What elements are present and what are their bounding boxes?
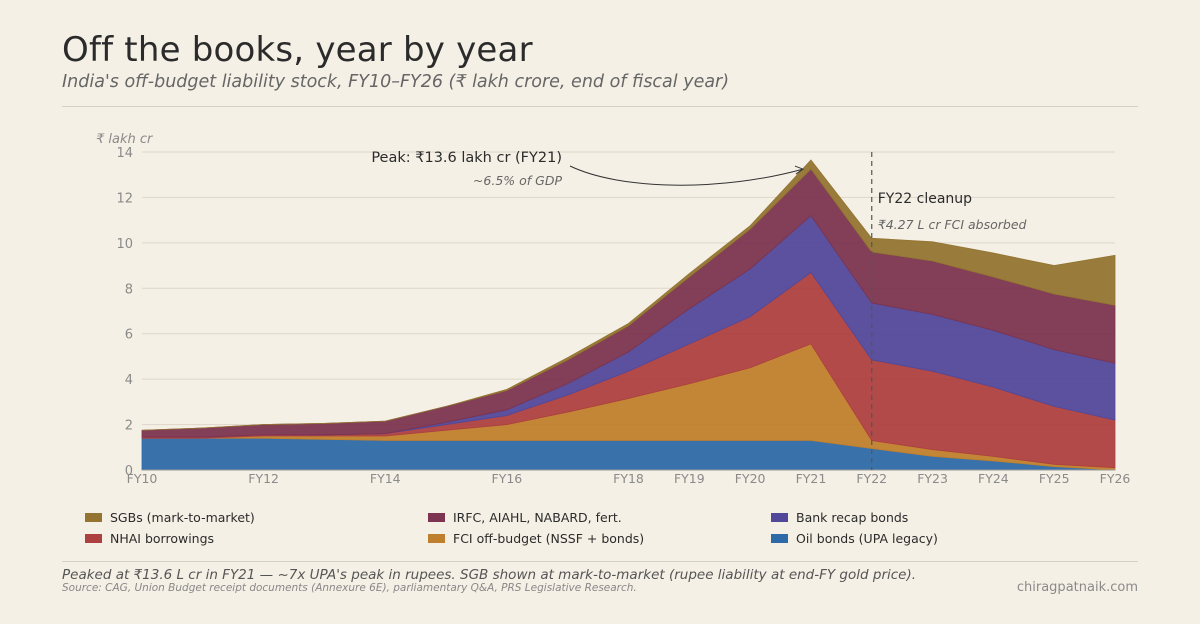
x-tick-label: FY22: [856, 471, 887, 486]
y-tick-label: 10: [116, 237, 133, 252]
legend-swatch: [771, 534, 788, 543]
legend-swatch: [428, 534, 445, 543]
x-tick-label: FY24: [978, 471, 1009, 486]
legend-swatch: [85, 513, 102, 522]
legend-item: SGBs (mark-to-market): [85, 510, 428, 525]
legend-swatch: [771, 513, 788, 522]
legend-item: IRFC, AIAHL, NABARD, fert.: [428, 510, 771, 525]
y-tick-label: 12: [116, 191, 133, 206]
area-sgbs-mark-to-market: [141, 159, 1116, 431]
x-tick-label: FY19: [674, 471, 705, 486]
x-tick-label: FY18: [613, 471, 644, 486]
legend-label: IRFC, AIAHL, NABARD, fert.: [453, 510, 622, 525]
x-tick-label: FY21: [796, 471, 827, 486]
y-tick-label: 8: [125, 282, 133, 297]
peak-annotation-arrow: [569, 165, 804, 186]
chart-legend: SGBs (mark-to-market) IRFC, AIAHL, NABARD…: [85, 510, 1085, 546]
y-tick-label: 14: [116, 146, 133, 161]
legend-label: NHAI borrowings: [110, 531, 215, 546]
y-axis-label: ₹ lakh cr: [96, 132, 154, 147]
chart-subtitle: India's off-budget liability stock, FY10…: [62, 72, 730, 92]
x-tick-label: FY14: [370, 471, 401, 486]
y-tick-label: 0: [125, 464, 133, 479]
legend-swatch: [85, 534, 102, 543]
y-tick-label: 2: [125, 419, 133, 434]
x-tick-label: FY23: [917, 471, 948, 486]
x-tick-label: FY16: [492, 471, 523, 486]
x-tick-label: FY26: [1100, 471, 1131, 486]
chart-title: Off the books, year by year: [62, 30, 533, 70]
legend-item: NHAI borrowings: [85, 531, 428, 546]
legend-label: SGBs (mark-to-market): [110, 510, 255, 525]
legend-item: Bank recap bonds: [771, 510, 1071, 525]
legend-label: FCI off-budget (NSSF + bonds): [453, 531, 645, 546]
y-tick-label: 4: [125, 373, 133, 388]
peak-annotation-label: Peak: ₹13.6 lakh cr (FY21): [371, 150, 562, 166]
footnote: Peaked at ₹13.6 L cr in FY21 — ~7x UPA's…: [62, 567, 917, 583]
site-credit: chiragpatnaik.com: [1016, 580, 1138, 595]
x-tick-label: FY12: [248, 471, 279, 486]
peak-arrowhead: [794, 165, 804, 175]
header-divider: [62, 106, 1138, 107]
legend-swatch: [428, 513, 445, 522]
legend-item: FCI off-budget (NSSF + bonds): [428, 531, 771, 546]
legend-label: Oil bonds (UPA legacy): [796, 531, 938, 546]
y-tick-label: 6: [125, 328, 133, 343]
footer-divider: [62, 561, 1138, 562]
x-tick-label: FY10: [127, 471, 158, 486]
cleanup-annotation-label: FY22 cleanup: [878, 191, 972, 207]
legend-item: Oil bonds (UPA legacy): [771, 531, 1071, 546]
legend-label: Bank recap bonds: [796, 510, 909, 525]
x-tick-label: FY20: [735, 471, 766, 486]
x-tick-label: FY25: [1039, 471, 1070, 486]
source-note: Source: CAG, Union Budget receipt docume…: [62, 582, 637, 594]
cleanup-annotation-sublabel: ₹4.27 L cr FCI absorbed: [878, 217, 1027, 232]
peak-annotation-sublabel: ~6.5% of GDP: [473, 173, 563, 188]
